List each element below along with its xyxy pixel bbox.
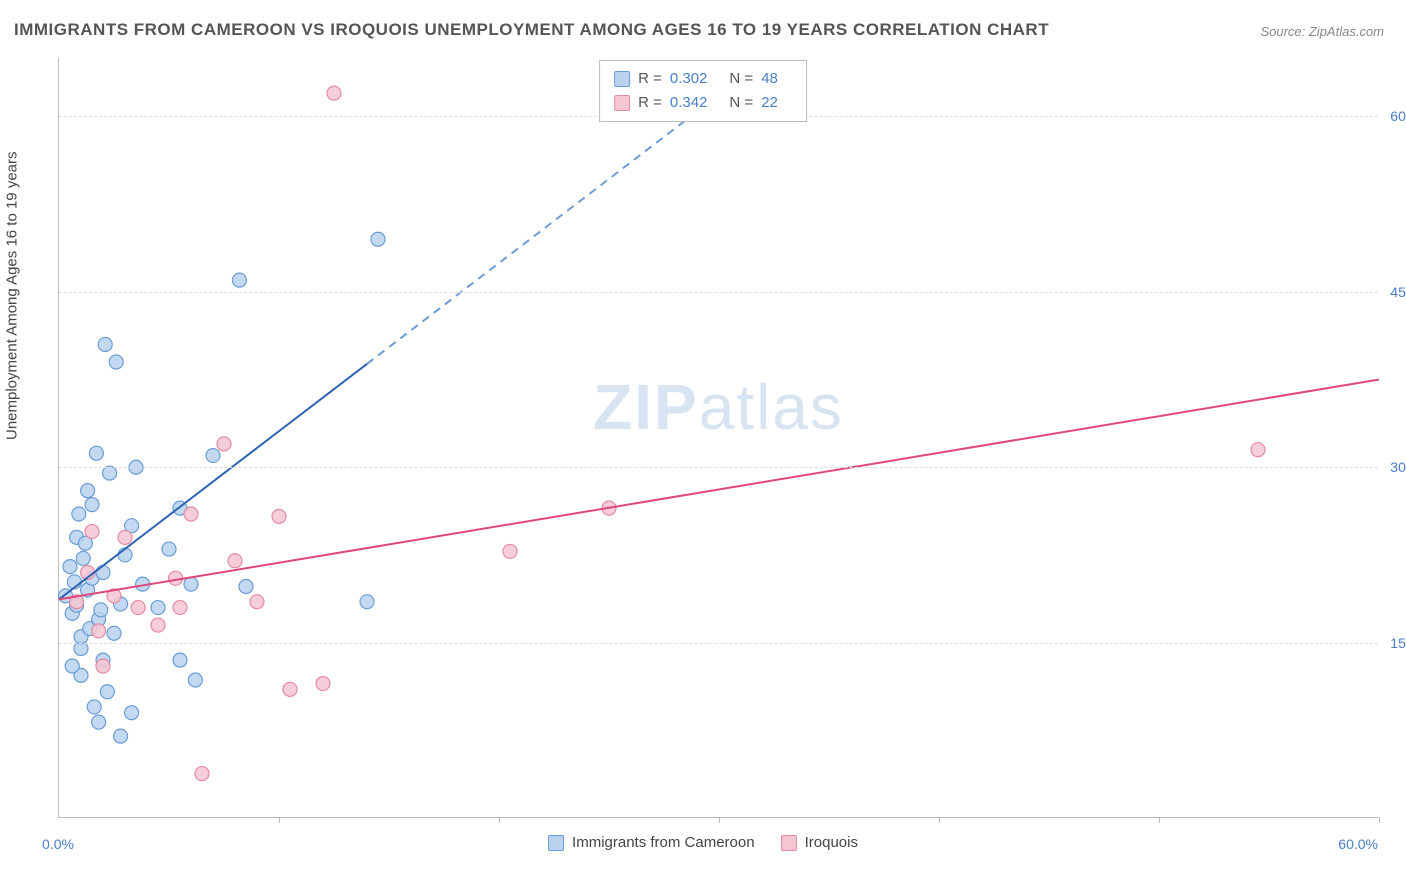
chart-source: Source: ZipAtlas.com: [1260, 24, 1384, 39]
legend-swatch: [548, 835, 564, 851]
y-axis-title: Unemployment Among Ages 16 to 19 years: [4, 151, 21, 440]
scatter-point-series-2: [195, 767, 209, 781]
scatter-point-series-2: [327, 86, 341, 100]
legend-label: Immigrants from Cameroon: [572, 834, 755, 851]
scatter-point-series-1: [63, 560, 77, 574]
y-tick-label: 45.0%: [1390, 284, 1406, 300]
x-tick: [279, 817, 280, 823]
stats-row-series-1: R = 0.302 N = 48: [614, 67, 792, 91]
x-tick: [1379, 817, 1380, 823]
scatter-point-series-1: [125, 706, 139, 720]
y-tick-label: 30.0%: [1390, 459, 1406, 475]
scatter-point-series-2: [250, 595, 264, 609]
scatter-point-series-1: [72, 507, 86, 521]
stats-row-series-2: R = 0.342 N = 22: [614, 91, 792, 115]
stat-r-label-2: R =: [638, 91, 662, 115]
legend-label: Iroquois: [805, 834, 858, 851]
scatter-point-series-2: [173, 601, 187, 615]
swatch-series-2: [614, 95, 630, 111]
bottom-legend-item: Immigrants from Cameroon: [548, 834, 755, 851]
stat-r-label: R =: [638, 67, 662, 91]
x-tick: [719, 817, 720, 823]
scatter-point-series-2: [184, 507, 198, 521]
scatter-point-series-1: [371, 232, 385, 246]
scatter-point-series-2: [92, 624, 106, 638]
x-tick: [499, 817, 500, 823]
scatter-point-series-1: [65, 659, 79, 673]
scatter-point-series-2: [217, 437, 231, 451]
chart-title: IMMIGRANTS FROM CAMEROON VS IROQUOIS UNE…: [14, 20, 1049, 40]
y-tick-label: 15.0%: [1390, 635, 1406, 651]
scatter-point-series-1: [76, 551, 90, 565]
stat-n-label: N =: [729, 67, 753, 91]
grid-line-h: [59, 292, 1378, 293]
scatter-point-series-2: [151, 618, 165, 632]
scatter-point-series-2: [1251, 443, 1265, 457]
scatter-point-series-1: [232, 273, 246, 287]
scatter-point-series-2: [96, 659, 110, 673]
scatter-point-series-1: [85, 498, 99, 512]
scatter-point-series-2: [272, 509, 286, 523]
grid-line-h: [59, 643, 1378, 644]
x-tick: [1159, 817, 1160, 823]
stat-n-val-1: 48: [761, 67, 778, 91]
scatter-point-series-1: [92, 715, 106, 729]
scatter-point-series-1: [114, 729, 128, 743]
scatter-point-series-1: [173, 653, 187, 667]
scatter-point-series-1: [360, 595, 374, 609]
bottom-legend: Immigrants from Cameroon Iroquois: [548, 834, 858, 851]
scatter-point-series-1: [239, 579, 253, 593]
scatter-point-series-1: [206, 449, 220, 463]
scatter-point-series-1: [109, 355, 123, 369]
x-axis-end-label: 60.0%: [1338, 836, 1378, 852]
regression-line: [59, 364, 367, 599]
scatter-point-series-1: [188, 673, 202, 687]
y-tick-label: 60.0%: [1390, 108, 1406, 124]
scatter-point-series-1: [107, 626, 121, 640]
legend-swatch: [781, 835, 797, 851]
stat-r-val-2: 0.342: [670, 91, 708, 115]
stat-n-val-2: 22: [761, 91, 778, 115]
x-axis-start-label: 0.0%: [42, 836, 74, 852]
scatter-point-series-1: [94, 603, 108, 617]
regression-line: [59, 380, 1379, 600]
x-tick: [939, 817, 940, 823]
scatter-point-series-1: [96, 565, 110, 579]
stat-n-label-2: N =: [729, 91, 753, 115]
chart-container: IMMIGRANTS FROM CAMEROON VS IROQUOIS UNE…: [0, 0, 1406, 892]
scatter-point-series-1: [81, 484, 95, 498]
scatter-point-series-1: [151, 601, 165, 615]
scatter-point-series-1: [87, 700, 101, 714]
plot-area: ZIPatlas 15.0%30.0%45.0%60.0%: [58, 58, 1378, 818]
grid-line-h: [59, 467, 1378, 468]
scatter-point-series-1: [184, 577, 198, 591]
scatter-point-series-2: [131, 601, 145, 615]
scatter-point-series-1: [100, 685, 114, 699]
scatter-point-series-1: [98, 337, 112, 351]
scatter-point-series-2: [283, 682, 297, 696]
bottom-legend-item: Iroquois: [781, 834, 858, 851]
scatter-point-series-2: [316, 677, 330, 691]
swatch-series-1: [614, 71, 630, 87]
scatter-point-series-1: [89, 446, 103, 460]
plot-svg: [59, 58, 1379, 818]
scatter-point-series-2: [118, 530, 132, 544]
stats-legend: R = 0.302 N = 48 R = 0.342 N = 22: [599, 60, 807, 122]
scatter-point-series-1: [162, 542, 176, 556]
scatter-point-series-2: [85, 525, 99, 539]
scatter-point-series-2: [503, 544, 517, 558]
scatter-point-series-2: [228, 554, 242, 568]
stat-r-val-1: 0.302: [670, 67, 708, 91]
